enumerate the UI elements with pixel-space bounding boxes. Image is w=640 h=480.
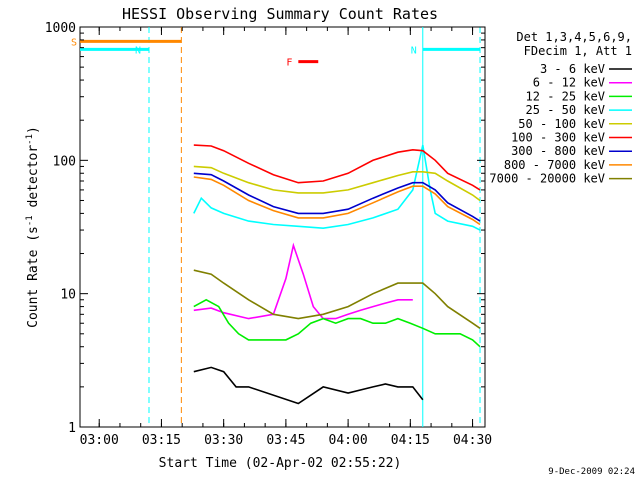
legend-entry-label: 800 - 7000 keV [504,158,605,172]
flag-label: F [286,58,292,69]
legend-entry-label: 100 - 300 keV [511,131,605,145]
legend: Det 1,3,4,5,6,9, FDecim 1, Att 1 3 - 6 k… [489,30,632,186]
legend-entry-label: 50 - 100 keV [518,117,605,131]
legend-header-line-2: FDecim 1, Att 1 [524,44,632,58]
x-tick-label: 03:00 [80,433,119,448]
x-axis: 03:00 03:15 03:30 03:45 04:00 04:15 04:30 [80,27,492,448]
x-tick-label: 03:30 [204,433,243,448]
y-axis-label: Count Rate (s-1 detector-1) [25,126,41,328]
series-line [193,176,481,226]
series-line [193,144,481,231]
series-line [193,172,481,222]
chart-title: HESSI Observing Summary Count Rates [122,5,438,23]
legend-entry-label: 7000 - 20000 keV [489,172,605,186]
y-axis-label-mid: detector [26,145,41,216]
plot-frame [79,26,486,428]
y-axis-label-main: Count Rate (s [26,226,41,328]
flag-label: S [71,37,77,48]
flag-label: N [135,45,141,56]
flag-label: N [411,45,417,56]
y-axis: 1 10 100 1000 [45,21,485,436]
series-line [193,242,413,320]
series-line [193,366,424,405]
y-tick-label: 1000 [45,21,76,36]
x-tick-label: 03:15 [142,433,181,448]
flag-group: S N N F [71,37,481,69]
y-axis-label-sup2: -1 [25,134,35,145]
legend-header-line-1: Det 1,3,4,5,6,9, [516,30,632,44]
legend-entry-label: 3 - 6 keV [540,62,605,76]
x-tick-label: 03:45 [266,433,305,448]
series-line [193,269,481,329]
y-tick-label: 10 [60,288,76,303]
x-tick-label: 04:30 [453,433,492,448]
y-axis-label-end: ) [26,126,41,134]
attenuator-markers [148,27,481,427]
x-tick-label: 04:00 [329,433,368,448]
x-axis-label: Start Time (02-Apr-02 02:55:22) [159,456,402,471]
legend-entry-label: 6 - 12 keV [533,76,605,90]
series-group [193,144,481,405]
series-line [193,298,481,348]
legend-entry-label: 300 - 800 keV [511,144,605,158]
generation-timestamp: 9-Dec-2009 02:24 [548,467,635,477]
x-tick-label: 04:15 [391,433,430,448]
legend-entry-label: 12 - 25 keV [526,89,605,103]
y-tick-label: 1 [68,421,76,436]
legend-entry-label: 25 - 50 keV [526,103,605,117]
series-line [193,144,481,191]
y-axis-label-sup1: -1 [25,215,35,226]
y-tick-label: 100 [53,154,76,169]
series-line [193,165,481,202]
